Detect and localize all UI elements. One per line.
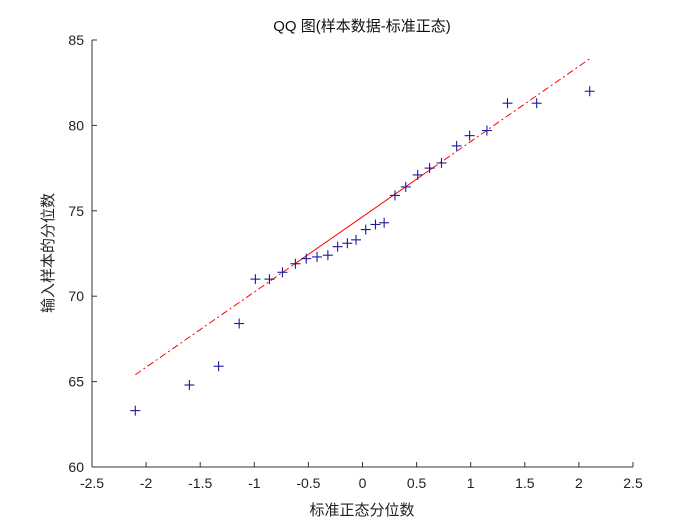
x-tick-label: 1.5 — [515, 475, 535, 491]
data-point — [290, 258, 301, 269]
x-tick-label: 2.5 — [623, 475, 643, 491]
data-point — [451, 140, 462, 151]
x-tick-label: -1 — [248, 475, 261, 491]
data-points — [130, 86, 595, 416]
x-axis-label: 标准正态分位数 — [309, 501, 414, 519]
data-point — [379, 217, 390, 228]
reference-line-dashdot-right — [431, 58, 591, 170]
data-point — [213, 361, 224, 372]
x-tick-label: -2 — [140, 475, 153, 491]
data-point — [360, 224, 371, 235]
y-tick-label: 65 — [68, 374, 84, 390]
reference-line-dashdot-left — [134, 264, 294, 376]
data-point — [464, 130, 475, 141]
data-point — [264, 274, 275, 285]
data-point — [389, 190, 400, 201]
x-tick-label: 0.5 — [407, 475, 427, 491]
data-point — [234, 318, 245, 329]
x-ticks: -2.5 -2 -1.5 -1 -0.5 0 0.5 1 1.5 2 2.5 — [80, 462, 643, 491]
data-point — [342, 238, 353, 249]
y-tick-label: 70 — [68, 288, 84, 304]
data-point — [370, 219, 381, 230]
x-tick-label: -2.5 — [80, 475, 104, 491]
data-point — [312, 251, 323, 262]
data-point — [531, 98, 542, 109]
y-ticks: 60 65 70 75 80 85 — [68, 32, 97, 475]
data-point — [351, 234, 362, 245]
data-point — [332, 241, 343, 252]
y-tick-label: 60 — [68, 459, 84, 475]
chart-title: QQ 图(样本数据-标准正态) — [273, 18, 451, 35]
data-point — [436, 157, 447, 168]
reference-line-solid — [292, 168, 433, 266]
data-point — [584, 86, 595, 97]
plot-area: -2.5 -2 -1.5 -1 -0.5 0 0.5 1 1.5 2 2.5 60 65 70 75 80 8… — [68, 32, 643, 491]
data-point — [481, 125, 492, 136]
x-tick-label: -0.5 — [296, 475, 320, 491]
data-point — [130, 405, 141, 416]
data-point — [277, 267, 288, 278]
x-tick-label: 1 — [467, 475, 475, 491]
y-tick-label: 80 — [68, 117, 84, 133]
data-point — [301, 253, 312, 264]
reference-line — [134, 58, 591, 376]
y-tick-label: 75 — [68, 203, 84, 219]
y-axis-label: 输入样本的分位数 — [39, 193, 57, 313]
data-point — [412, 169, 423, 180]
data-point — [502, 98, 513, 109]
data-point — [400, 181, 411, 192]
x-tick-label: 0 — [359, 475, 367, 491]
data-point — [322, 250, 333, 261]
axes — [91, 40, 633, 468]
data-point — [184, 380, 195, 391]
data-point — [250, 274, 261, 285]
x-tick-label: 2 — [575, 475, 583, 491]
y-tick-label: 85 — [68, 32, 84, 48]
x-tick-label: -1.5 — [188, 475, 212, 491]
data-point — [424, 163, 435, 174]
